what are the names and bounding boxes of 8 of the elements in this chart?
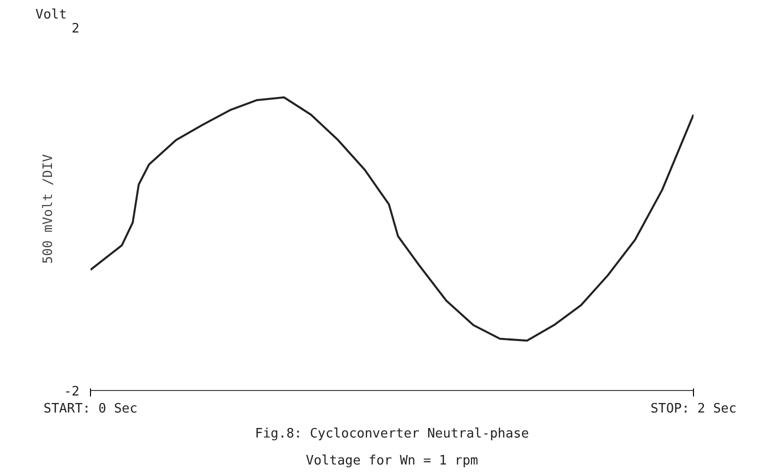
y-tick-label: 2 bbox=[72, 22, 80, 36]
x-tick-label: START: 0 Sec bbox=[44, 402, 138, 416]
line-series bbox=[90, 96, 694, 342]
y-axis-title: 500 mVolt /DIV bbox=[40, 154, 56, 264]
text: Fig.8: Cycloconverter Neutral-phase Voltage for Wn = 1 rpm bbox=[255, 426, 530, 468]
text: Volt bbox=[36, 8, 67, 22]
y-tick-label: -2 bbox=[64, 384, 80, 400]
x-tick-label: STOP: 2 Sec bbox=[650, 402, 737, 416]
